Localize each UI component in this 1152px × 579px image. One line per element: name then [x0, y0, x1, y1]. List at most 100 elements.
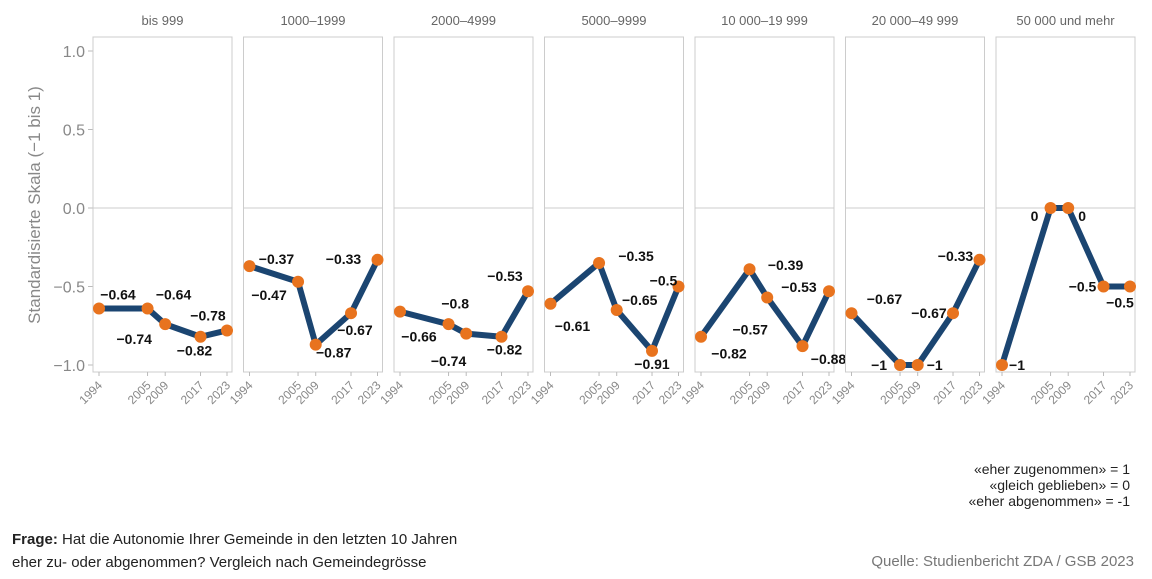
data-point — [947, 307, 960, 320]
panel-title: 20 000–49 999 — [872, 13, 959, 28]
x-tick-label: 2023 — [957, 378, 986, 407]
x-tick-label: 1994 — [678, 378, 707, 407]
data-point — [1044, 202, 1057, 214]
question-text: Hat die Autonomie Ihrer Gemeinde in den … — [57, 531, 458, 548]
data-point — [911, 359, 924, 371]
data-point — [394, 305, 406, 318]
y-tick-label: 1.0 — [63, 44, 85, 61]
data-point — [593, 256, 606, 269]
x-tick-label: 2017 — [1081, 378, 1110, 407]
data-label: 0 — [1031, 208, 1039, 224]
data-point — [221, 324, 233, 337]
data-point — [1097, 280, 1110, 293]
data-point — [243, 260, 256, 273]
x-tick-label: 2017 — [178, 378, 207, 407]
data-label: −0.61 — [555, 318, 591, 334]
data-label: −0.82 — [487, 342, 523, 358]
x-tick-label: 2017 — [780, 378, 809, 407]
data-point — [159, 318, 172, 331]
data-label: −0.66 — [401, 329, 437, 345]
data-label: −0.57 — [732, 321, 768, 337]
data-label: −0.47 — [251, 287, 287, 303]
x-tick-label: 2023 — [1107, 378, 1136, 407]
panel-title: 50 000 und mehr — [1016, 13, 1115, 28]
data-label: −0.33 — [326, 251, 362, 267]
data-point — [460, 327, 473, 340]
question-label: Frage: — [12, 531, 58, 548]
question-caption: Frage: Hat die Autonomie Ihrer Gemeinde … — [12, 528, 457, 574]
data-point — [695, 330, 707, 343]
panel-title: 2000–4999 — [431, 13, 496, 28]
data-label: 0 — [1078, 208, 1086, 224]
data-point — [646, 344, 659, 357]
source-caption: Quelle: Studienbericht ZDA / GSB 2023 — [871, 553, 1134, 570]
data-point — [845, 307, 858, 320]
data-point — [495, 330, 508, 343]
data-label: −0.67 — [911, 305, 947, 321]
data-point — [610, 304, 623, 317]
data-label: −0.78 — [190, 307, 226, 323]
data-point — [309, 338, 322, 351]
x-tick-label: 2017 — [930, 378, 959, 407]
x-tick-label: 1994 — [829, 378, 858, 407]
data-label: −0.5 — [1069, 279, 1097, 295]
data-label: −0.74 — [431, 353, 467, 369]
data-label: −0.67 — [337, 322, 373, 338]
x-tick-label: 2023 — [505, 378, 534, 407]
data-point — [796, 340, 809, 353]
data-label: −1 — [927, 357, 943, 373]
data-label: −0.88 — [811, 351, 847, 367]
x-tick-label: 1994 — [227, 378, 256, 407]
data-label: −0.5 — [1106, 295, 1134, 311]
data-point — [1062, 202, 1075, 214]
data-point — [345, 307, 358, 320]
y-axis-label: Standardisierte Skala (−1 bis 1) — [25, 86, 44, 324]
x-tick-label: 1994 — [76, 378, 105, 407]
x-tick-label: 1994 — [979, 378, 1008, 407]
legend-item: «eher abgenommen» = -1 — [968, 493, 1131, 509]
y-tick-label: 0.5 — [63, 123, 85, 140]
data-label: −0.87 — [316, 345, 352, 361]
data-label: −0.65 — [622, 292, 658, 308]
data-label: −0.67 — [867, 291, 903, 307]
data-label: −0.82 — [711, 346, 747, 362]
y-tick-label: 0.0 — [63, 201, 85, 218]
panel-frame — [694, 36, 835, 373]
series-line — [999, 205, 1130, 366]
data-point — [894, 359, 907, 371]
panel-frame — [544, 36, 684, 373]
y-tick-label: −0.5 — [53, 280, 85, 297]
data-label: −0.5 — [650, 273, 678, 289]
legend-item: «eher zugenommen» = 1 — [973, 461, 1130, 477]
panel-frame — [92, 36, 233, 373]
x-tick-label: 2017 — [328, 378, 357, 407]
data-point — [823, 285, 835, 298]
data-point — [761, 291, 774, 304]
panel-frame — [243, 36, 383, 373]
data-point — [371, 253, 384, 266]
x-tick-label: 2023 — [806, 378, 835, 407]
panel-frame — [995, 36, 1136, 373]
x-tick-label: 1994 — [377, 378, 406, 407]
data-point — [743, 263, 756, 276]
x-tick-label: 2023 — [355, 378, 384, 407]
panel-title: 10 000–19 999 — [721, 13, 808, 28]
y-tick-label: −1.0 — [53, 358, 85, 375]
x-tick-label: 1994 — [528, 378, 557, 407]
data-label: −0.53 — [781, 279, 817, 295]
data-point — [996, 359, 1008, 371]
data-point — [194, 330, 207, 343]
scale-legend: «eher zugenommen» = 1 «gleich geblieben»… — [969, 461, 1131, 509]
data-label: −0.91 — [634, 356, 670, 372]
data-point — [973, 253, 986, 266]
data-label: −0.37 — [259, 251, 295, 267]
panel-title: 5000–9999 — [581, 13, 646, 28]
panel-frame — [845, 36, 985, 373]
